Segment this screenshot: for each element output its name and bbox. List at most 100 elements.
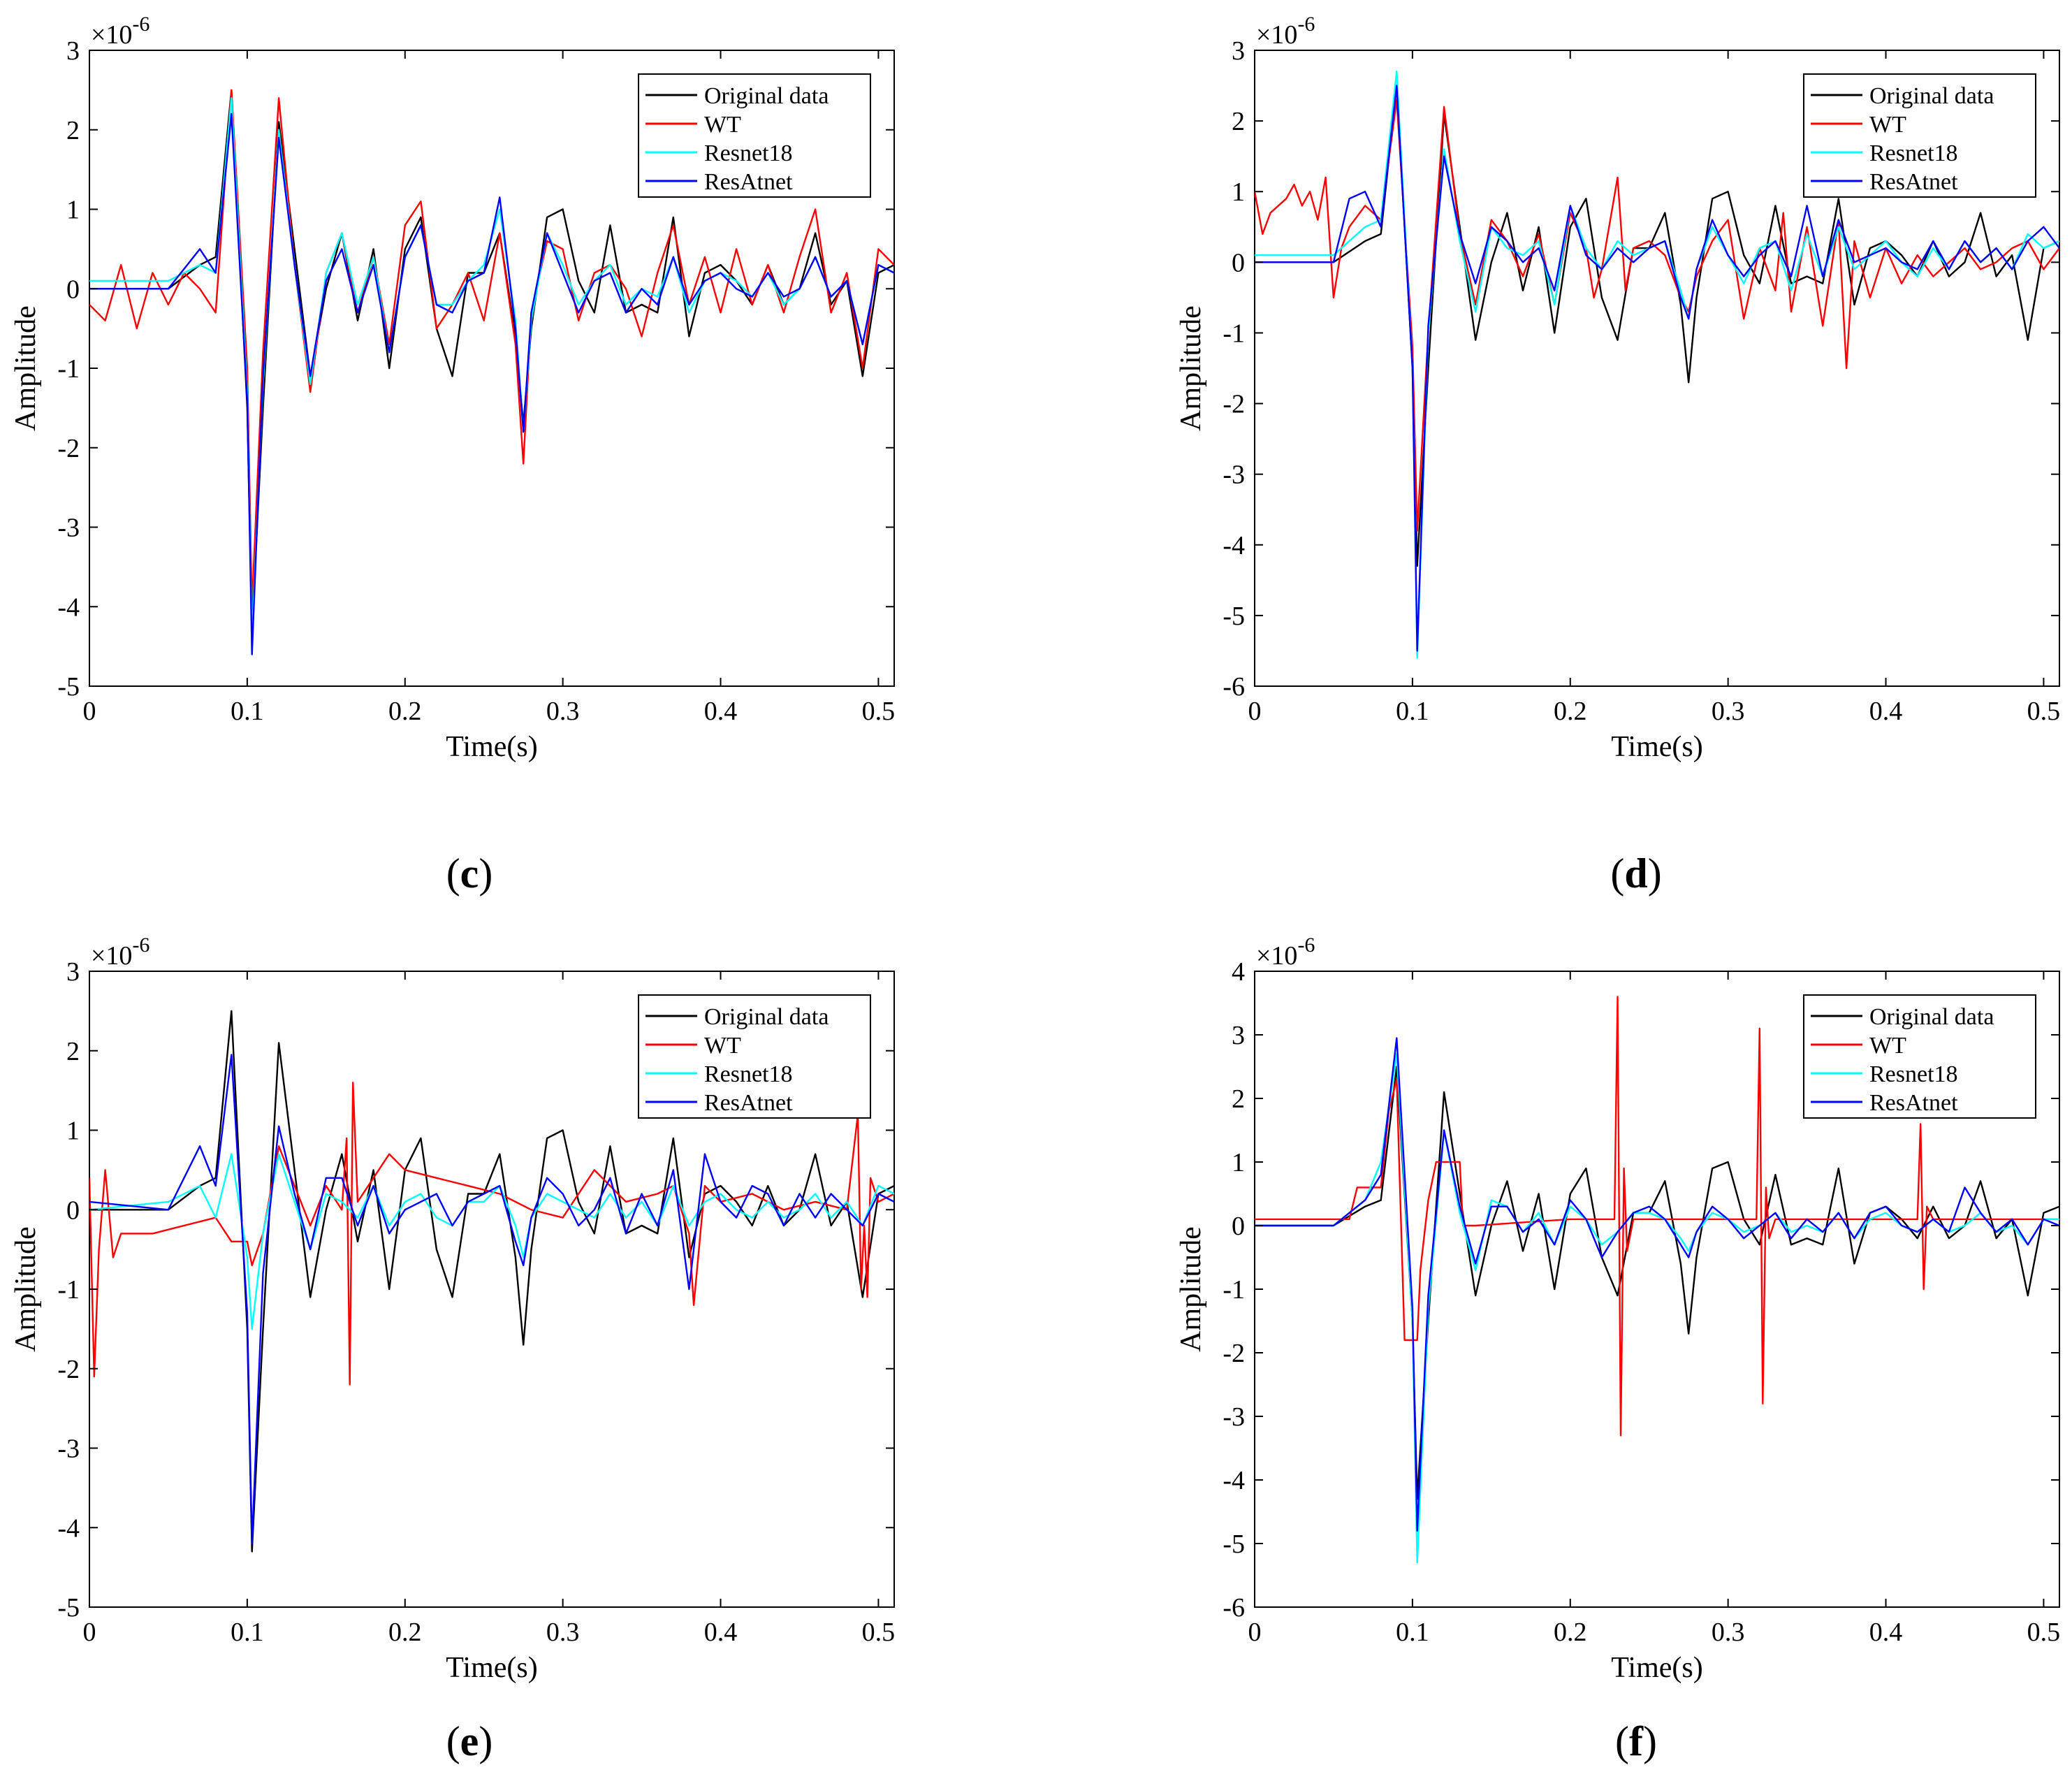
y-tick-label: -5 [1223, 602, 1245, 631]
y-tick-label: -1 [1223, 319, 1245, 348]
legend-entry: ResAtnet [704, 169, 793, 195]
x-tick-label: 0.5 [2027, 697, 2061, 726]
axis-exponent-label: ×10-6 [91, 934, 149, 971]
y-tick-label: -2 [57, 434, 80, 463]
series-group [1255, 996, 2059, 1564]
panel-caption-letter: f [1629, 1718, 1644, 1764]
y-tick-label: 0 [66, 1196, 80, 1225]
panel-f: 0 0.1 0.2 0.3 0.4 0.5-6-5-4-3-2-101234×10-6Ti… [1175, 934, 2060, 1764]
legend-entry: Original data [1869, 1004, 1994, 1030]
y-tick-label: 0 [1232, 1212, 1245, 1241]
panel-caption: (e) [446, 1718, 493, 1764]
y-tick-label: -4 [1223, 1466, 1245, 1495]
panel-d: 0 0.1 0.2 0.3 0.4 0.5-6-5-4-3-2-10123×10-6Tim… [1175, 13, 2060, 896]
panel-caption-letter: c [460, 850, 479, 896]
y-tick-label: -5 [1223, 1530, 1245, 1559]
y-tick-label: 3 [1232, 1021, 1245, 1050]
legend-entry: Original data [704, 83, 829, 109]
x-axis-label: Time(s) [1611, 1652, 1702, 1684]
x-axis-label: Time(s) [446, 1652, 537, 1684]
legend-entry: Resnet18 [704, 140, 793, 166]
axis-exponent-label: ×10-6 [91, 13, 149, 50]
x-tick-label: 0.3 [546, 1618, 580, 1647]
legend-entry: WT [1869, 1033, 1906, 1059]
x-tick-label: 0.1 [1396, 697, 1429, 726]
y-tick-label: 0 [1232, 248, 1245, 277]
x-tick-label: 0 [83, 1618, 96, 1647]
series-group [89, 89, 894, 655]
exponent-base: ×10 [1256, 20, 1297, 50]
x-tick-label: 0.1 [231, 1618, 264, 1647]
y-tick-label: 2 [1232, 107, 1245, 136]
panel-caption: (c) [446, 850, 493, 896]
y-tick-label: -5 [57, 672, 80, 702]
y-tick-label: -5 [57, 1593, 80, 1622]
x-tick-label: 0 [1248, 1618, 1262, 1647]
y-tick-label: -3 [57, 514, 80, 543]
panel-caption-letter: e [460, 1718, 479, 1764]
exponent-base: ×10 [91, 941, 132, 971]
x-tick-label: 0.3 [546, 697, 580, 726]
series-group [89, 1010, 894, 1553]
y-tick-label: -6 [1223, 672, 1245, 702]
y-axis-label: Amplitude [10, 305, 42, 431]
y-tick-label: 3 [66, 36, 80, 66]
y-tick-label: 0 [66, 275, 80, 304]
legend-entry: WT [704, 1033, 741, 1059]
y-tick-label: -3 [1223, 1402, 1245, 1432]
y-tick-label: 3 [1232, 36, 1245, 66]
y-tick-label: 1 [66, 1117, 80, 1146]
x-axis-label: Time(s) [1611, 731, 1702, 763]
y-tick-label: -2 [57, 1355, 80, 1384]
y-tick-label: -3 [57, 1435, 80, 1464]
series-line-resatnet [1255, 1037, 2059, 1532]
series-group [1255, 71, 2059, 659]
y-tick-label: 4 [1232, 957, 1245, 987]
series-line-resatnet [89, 1054, 894, 1545]
exponent-power: -6 [1297, 13, 1315, 36]
y-tick-label: -4 [57, 593, 80, 622]
series-line-resatnet [89, 112, 894, 655]
y-axis-label: Amplitude [10, 1226, 42, 1352]
x-tick-label: 0.5 [862, 1618, 896, 1647]
y-tick-label: -1 [1223, 1275, 1245, 1305]
legend-entry: Resnet18 [1869, 1061, 1958, 1087]
y-tick-label: -2 [1223, 1339, 1245, 1368]
x-axis-label: Time(s) [446, 731, 537, 763]
x-tick-label: 0.5 [2027, 1618, 2061, 1647]
x-tick-label: 0.2 [388, 697, 422, 726]
x-tick-label: 0.4 [704, 697, 738, 726]
exponent-base: ×10 [91, 20, 132, 50]
series-line-original-data [1255, 1066, 2059, 1500]
axis-exponent-label: ×10-6 [1256, 13, 1315, 50]
panel-caption-letter: d [1624, 850, 1647, 896]
y-tick-label: -3 [1223, 460, 1245, 490]
y-tick-label: -4 [57, 1513, 80, 1543]
y-tick-label: -6 [1223, 1593, 1245, 1622]
axis-exponent-label: ×10-6 [1256, 934, 1315, 971]
x-tick-label: 0 [83, 697, 96, 726]
exponent-power: -6 [1297, 934, 1315, 957]
x-tick-label: 0.1 [231, 697, 264, 726]
panel-c: 0 0.1 0.2 0.3 0.4 0.5 -5 -4 -3 -2 -1 0 1 2 3 ×10-6 Time(… [10, 13, 895, 896]
legend-entry: WT [704, 112, 741, 138]
exponent-power: -6 [132, 13, 149, 36]
legend-entry: ResAtnet [1869, 1090, 1958, 1116]
series-line-original-data [89, 1010, 894, 1553]
exponent-base: ×10 [1256, 941, 1297, 971]
x-tick-label: 0.3 [1712, 1618, 1745, 1647]
y-axis-label: Amplitude [1175, 1226, 1207, 1352]
y-tick-label: 3 [66, 957, 80, 987]
y-tick-label: 1 [1232, 177, 1245, 207]
y-tick-label: 1 [66, 196, 80, 225]
series-line-resatnet [1255, 85, 2059, 652]
series-line-wt [1255, 99, 2059, 532]
panel-caption: (d) [1610, 850, 1661, 896]
y-tick-label: 2 [66, 1037, 80, 1066]
legend-entry: Original data [1869, 83, 1994, 109]
x-tick-label: 0.4 [1869, 1618, 1903, 1647]
